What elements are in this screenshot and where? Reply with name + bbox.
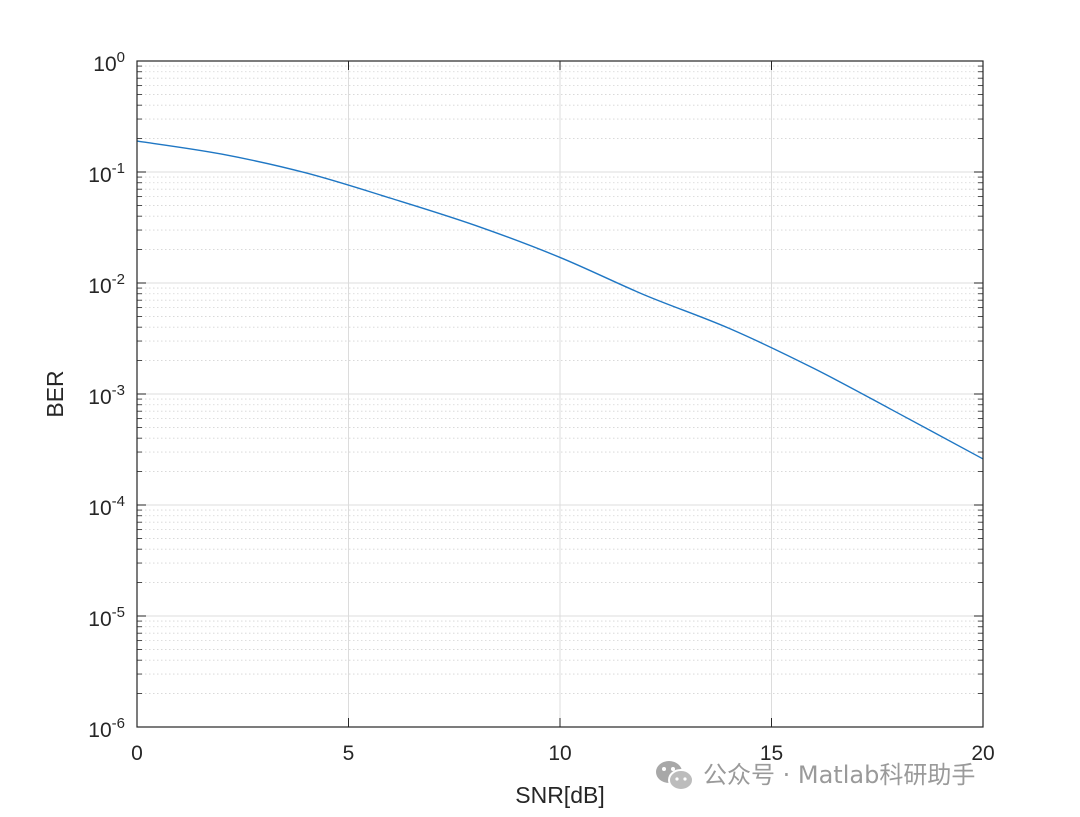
x-tick-label: 0 xyxy=(131,742,143,765)
y-tick-label-exponent: -2 xyxy=(112,271,125,288)
plot-area xyxy=(136,60,984,728)
x-axis-label: SNR[dB] xyxy=(515,782,604,808)
x-tick-labels: 0 5 10 15 20 xyxy=(131,742,995,765)
y-tick-label: 10-5 xyxy=(88,604,125,631)
watermark: 公众号 · Matlab科研助手 xyxy=(656,761,975,791)
y-axis-label: BER xyxy=(42,370,68,417)
y-tick-label-base: 10 xyxy=(88,386,111,409)
watermark-text: 公众号 · Matlab科研助手 xyxy=(703,761,975,789)
y-tick-label-base: 10 xyxy=(88,164,111,187)
y-tick-label: 100 xyxy=(93,49,125,76)
wechat-icon xyxy=(656,761,694,791)
series-layer xyxy=(136,140,984,460)
y-tick-label-exponent: -3 xyxy=(112,382,125,399)
y-tick-label-base: 10 xyxy=(93,53,116,76)
y-tick-label: 10-2 xyxy=(88,271,125,298)
y-tick-label-base: 10 xyxy=(88,608,111,631)
y-tick-label: 10-1 xyxy=(88,160,125,187)
y-tick-label: 10-6 xyxy=(88,715,125,742)
y-tick-label-base: 10 xyxy=(88,719,111,742)
y-tick-label-exponent: -1 xyxy=(112,160,125,177)
x-tick-label: 5 xyxy=(343,742,355,765)
y-tick-label-exponent: -4 xyxy=(112,493,125,510)
y-tick-label: 10-3 xyxy=(88,382,125,409)
y-tick-label-base: 10 xyxy=(88,275,111,298)
minor-grid xyxy=(137,65,983,694)
y-tick-label: 10-4 xyxy=(88,493,125,520)
x-tick-label: 15 xyxy=(760,742,783,765)
x-tick-label: 10 xyxy=(548,742,571,765)
ber-series-line xyxy=(136,140,984,460)
y-tick-label-base: 10 xyxy=(88,497,111,520)
y-tick-label-exponent: -6 xyxy=(112,715,125,732)
y-tick-label-exponent: -5 xyxy=(112,604,125,621)
x-tick-label: 20 xyxy=(971,742,994,765)
y-tick-label-exponent: 0 xyxy=(117,49,125,66)
tick-marks xyxy=(136,60,984,728)
